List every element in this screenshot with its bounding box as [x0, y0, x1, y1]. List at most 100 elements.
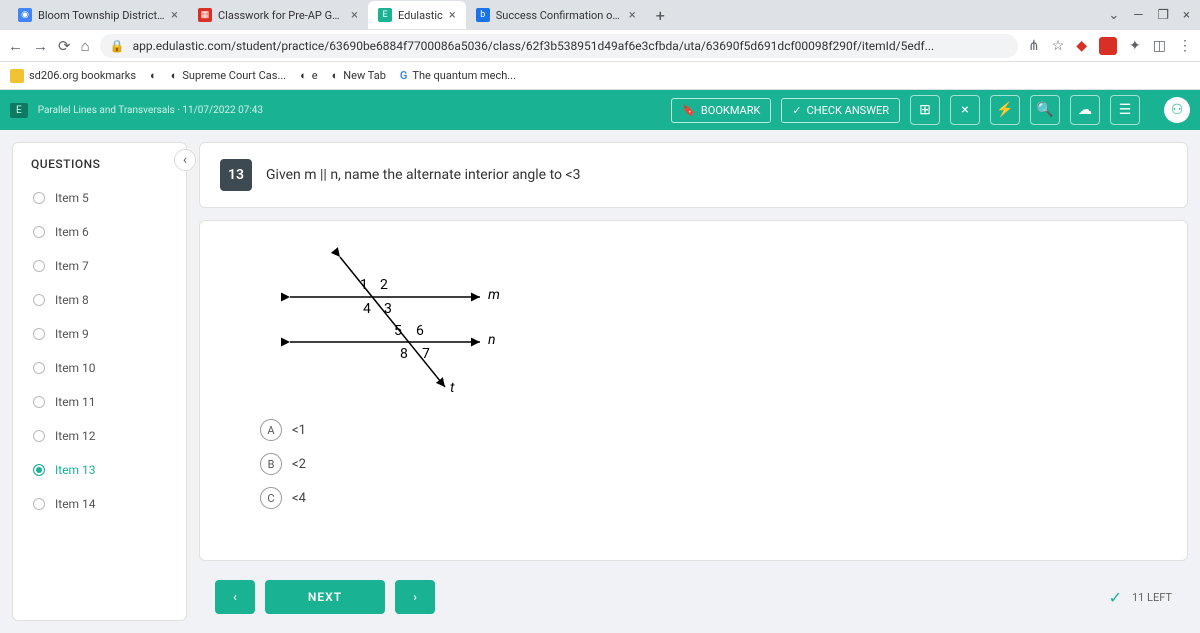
lock-icon: 🔒 — [110, 39, 125, 53]
collapse-sidebar-button[interactable]: ‹ — [174, 149, 196, 171]
browser-tab-strip: ◉ Bloom Township District 206 × ▦ Classw… — [0, 0, 1200, 30]
tab-title: Bloom Township District 206 — [38, 9, 165, 22]
bookmark-button[interactable]: 🔖 BOOKMARK — [671, 98, 771, 123]
close-window-icon[interactable]: × — [1183, 8, 1190, 23]
share-icon[interactable]: ⋔ — [1028, 38, 1040, 54]
sidebar-question-item[interactable]: Item 5 — [13, 181, 186, 215]
chevron-down-icon[interactable]: ⌄ — [1108, 8, 1119, 23]
tab-favicon: b — [476, 8, 490, 22]
close-icon[interactable]: × — [629, 8, 636, 23]
bookmarks-bar: sd206.org bookmarks ◐ ◐ Supreme Court Cas… — [0, 62, 1200, 90]
sidebar-question-item[interactable]: Item 14 — [13, 487, 186, 521]
close-tool-icon[interactable]: × — [950, 95, 980, 125]
bookmark-label: The quantum mech... — [412, 69, 516, 82]
answer-card: m n t 1 2 4 3 5 6 8 7 A<1B<2C<4 — [199, 220, 1188, 561]
new-tab-button[interactable]: + — [646, 6, 675, 25]
calculator-icon[interactable]: ⊞ — [910, 95, 940, 125]
radio-icon — [33, 430, 45, 442]
back-icon[interactable]: ← — [8, 37, 23, 55]
bookmark-item[interactable]: ◐ Supreme Court Cas... — [171, 69, 286, 82]
radio-icon — [33, 226, 45, 238]
check-answer-button[interactable]: ✓CHECK ANSWER — [781, 98, 900, 123]
questions-sidebar: ‹ QUESTIONS Item 5Item 6Item 7Item 8Item… — [12, 142, 187, 621]
search-icon[interactable]: 🔍 — [1030, 95, 1060, 125]
close-icon[interactable]: × — [351, 8, 358, 23]
bookmark-label: BOOKMARK — [701, 104, 760, 117]
sidebar-title: QUESTIONS — [13, 157, 186, 181]
browser-tab[interactable]: ◉ Bloom Township District 206 × — [8, 1, 188, 29]
answer-option[interactable]: C<4 — [260, 481, 1127, 515]
svg-text:8: 8 — [400, 346, 408, 362]
bookmark-item[interactable]: GThe quantum mech... — [400, 69, 516, 82]
answer-letter: B — [260, 453, 282, 475]
browser-tab-active[interactable]: E Edulastic × — [368, 1, 466, 29]
radio-icon — [33, 260, 45, 272]
extension-icon[interactable] — [1099, 37, 1117, 55]
bottom-nav: ‹ NEXT › ✓ 11 LEFT — [199, 573, 1188, 621]
sidebar-question-item[interactable]: Item 8 — [13, 283, 186, 317]
bookmark-favicon: ◐ — [150, 69, 157, 82]
bookmark-item[interactable]: ◐ — [150, 69, 157, 82]
answer-list: A<1B<2C<4 — [220, 407, 1167, 525]
tab-favicon: ▦ — [198, 8, 212, 22]
check-icon: ✓ — [792, 104, 801, 117]
sidebar-question-item[interactable]: Item 10 — [13, 351, 186, 385]
minimize-icon[interactable]: — — [1133, 8, 1143, 23]
flash-icon[interactable]: ⚡ — [990, 95, 1020, 125]
answer-option[interactable]: B<2 — [260, 447, 1127, 481]
app-logo: E — [10, 103, 28, 118]
content-column: 13 Given m || n, name the alternate inte… — [199, 142, 1188, 621]
radio-icon — [33, 464, 45, 476]
list-icon[interactable]: ☰ — [1110, 95, 1140, 125]
extension-icon[interactable]: ◆ — [1076, 38, 1087, 54]
answer-letter: C — [260, 487, 282, 509]
restore-icon[interactable]: ❐ — [1157, 8, 1169, 23]
cloud-icon[interactable]: ☁ — [1070, 95, 1100, 125]
bookmark-item[interactable]: sd206.org bookmarks — [10, 69, 136, 83]
browser-tab[interactable]: b Success Confirmation of Questio × — [466, 1, 646, 29]
address-bar: ← → ⟳ ⌂ 🔒 app.edulastic.com/student/prac… — [0, 30, 1200, 62]
sidebar-question-item[interactable]: Item 9 — [13, 317, 186, 351]
next-button[interactable]: NEXT — [265, 580, 385, 614]
prev-button[interactable]: ‹ — [215, 580, 255, 614]
bookmark-favicon: ◐ — [332, 69, 339, 82]
bookmark-label: e — [312, 69, 318, 82]
close-icon[interactable]: × — [171, 8, 178, 23]
bookmark-favicon: ◐ — [171, 69, 178, 82]
item-label: Item 5 — [55, 191, 89, 205]
close-icon[interactable]: × — [449, 8, 456, 23]
item-label: Item 12 — [55, 429, 96, 443]
bookmark-item[interactable]: ◐e — [300, 69, 318, 82]
item-label: Item 6 — [55, 225, 89, 239]
sidebar-question-item[interactable]: Item 13 — [13, 453, 186, 487]
star-icon[interactable]: ☆ — [1052, 38, 1065, 54]
puzzle-icon[interactable]: ✦ — [1129, 38, 1141, 54]
answer-option[interactable]: A<1 — [260, 413, 1127, 447]
accessibility-icon[interactable]: ⚇ — [1164, 97, 1190, 123]
bookmark-icon: 🔖 — [682, 104, 696, 117]
home-icon[interactable]: ⌂ — [81, 37, 90, 55]
folder-icon — [10, 69, 24, 83]
answer-text: <1 — [292, 423, 306, 438]
url-field[interactable]: 🔒 app.edulastic.com/student/practice/636… — [100, 34, 1018, 58]
bookmark-label: New Tab — [343, 69, 386, 82]
item-label: Item 10 — [55, 361, 96, 375]
item-label: Item 14 — [55, 497, 96, 511]
bookmark-label: Supreme Court Cas... — [182, 69, 286, 82]
sidebar-question-item[interactable]: Item 11 — [13, 385, 186, 419]
reload-icon[interactable]: ⟳ — [58, 37, 71, 55]
forward-icon[interactable]: → — [33, 37, 48, 55]
sidebar-question-item[interactable]: Item 7 — [13, 249, 186, 283]
svg-text:1: 1 — [360, 277, 368, 293]
next-label: NEXT — [308, 590, 342, 604]
bookmark-item[interactable]: ◐ New Tab — [332, 69, 386, 82]
menu-icon[interactable]: ⋮ — [1178, 38, 1192, 54]
next-arrow-button[interactable]: › — [395, 580, 435, 614]
sidebar-question-item[interactable]: Item 6 — [13, 215, 186, 249]
tab-title: Success Confirmation of Questio — [496, 9, 623, 22]
sidepanel-icon[interactable]: ◫ — [1153, 38, 1166, 54]
browser-tab[interactable]: ▦ Classwork for Pre-AP Geometry × — [188, 1, 368, 29]
svg-text:4: 4 — [363, 301, 371, 317]
sidebar-question-item[interactable]: Item 12 — [13, 419, 186, 453]
diagram: m n t 1 2 4 3 5 6 8 7 — [220, 237, 1167, 407]
